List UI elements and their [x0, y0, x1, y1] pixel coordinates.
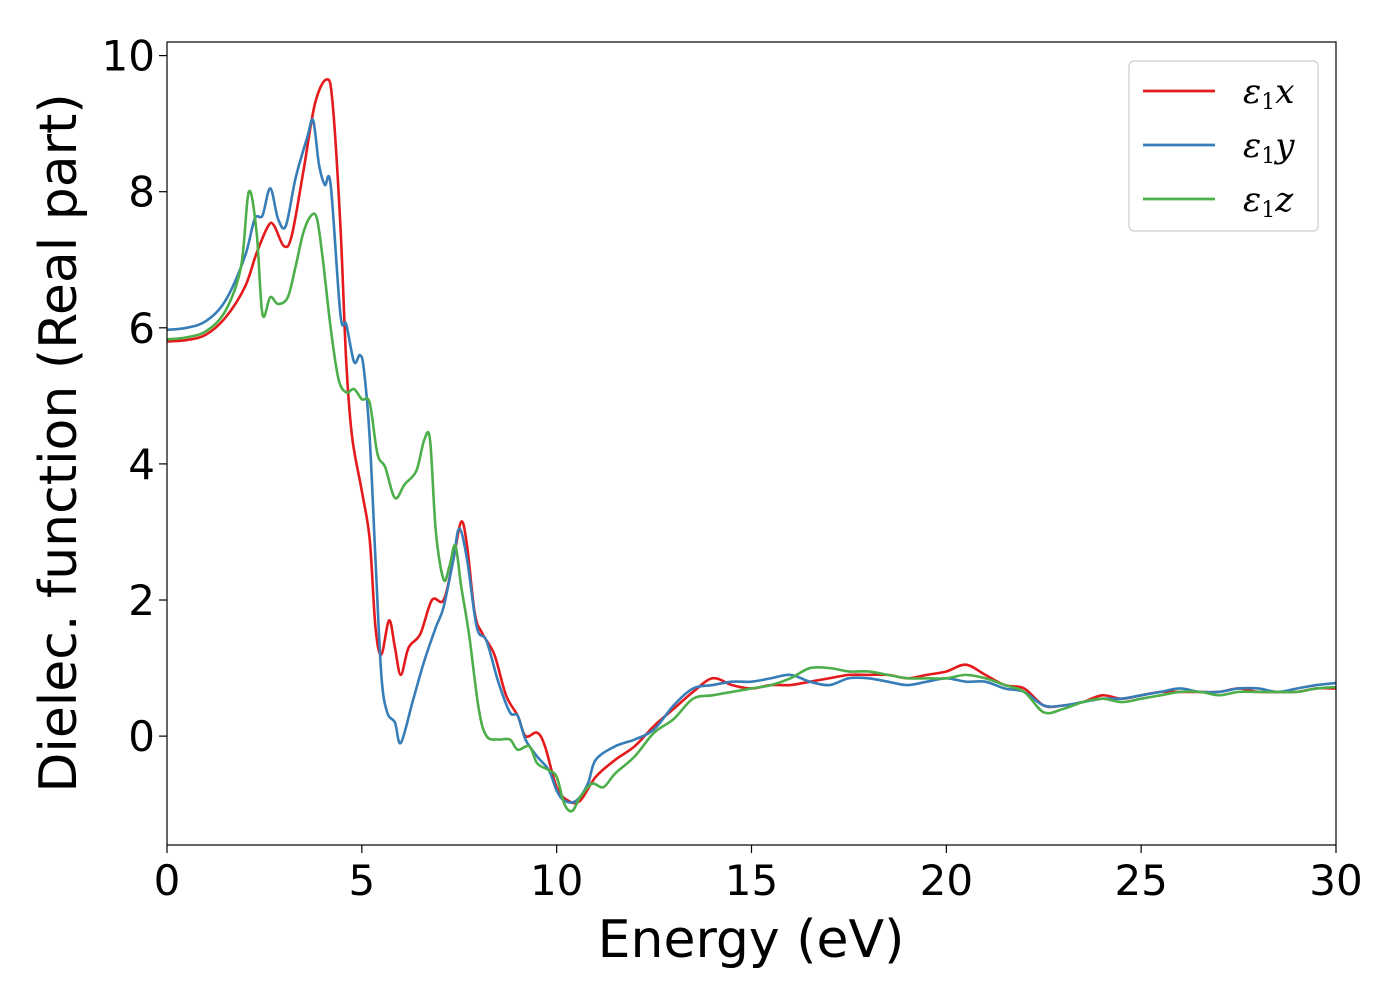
- x-tick-label: 5: [348, 856, 375, 905]
- y-tick-label: 4: [128, 440, 155, 489]
- x-tick-label: 15: [725, 856, 778, 905]
- legend-label-y: ε1y: [1243, 126, 1295, 169]
- legend-label-z: ε1z: [1243, 180, 1294, 223]
- y-axis: 0 2 4 6 8 10: [102, 32, 167, 761]
- x-tick-label: 25: [1114, 856, 1167, 905]
- legend-box: [1128, 60, 1319, 232]
- y-axis-label: Dielec. function (Real part): [29, 93, 89, 792]
- y-tick-label: 8: [128, 168, 155, 217]
- y-tick-label: 10: [102, 32, 155, 81]
- x-tick-label: 30: [1309, 856, 1362, 905]
- x-tick-label: 10: [530, 856, 583, 905]
- x-axis: 0 5 10 15 20 25 30: [154, 845, 1363, 905]
- series-line-z: [167, 189, 1336, 813]
- y-tick-label: 2: [128, 576, 155, 625]
- legend: ε1x ε1y ε1z: [1128, 60, 1319, 232]
- x-tick-label: 0: [154, 856, 181, 905]
- y-tick-label: 0: [128, 712, 155, 761]
- y-tick-label: 6: [128, 304, 155, 353]
- legend-items: ε1x ε1y ε1z: [1143, 72, 1295, 223]
- legend-label-x: ε1x: [1243, 72, 1294, 115]
- series-layer: [167, 78, 1336, 813]
- series-line-y: [167, 117, 1336, 804]
- x-tick-label: 20: [920, 856, 973, 905]
- x-axis-label: Energy (eV): [598, 910, 905, 970]
